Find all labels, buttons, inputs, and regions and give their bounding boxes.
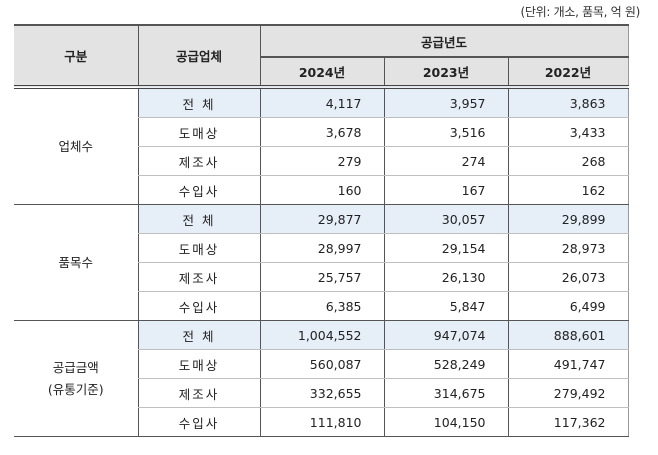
header-year-2023: 2023년 xyxy=(383,56,508,89)
value-cell: 26,073 xyxy=(507,262,629,292)
table-row: 수입사 111,810 104,150 117,362 xyxy=(14,407,629,437)
group-label-items: 품목수 xyxy=(14,204,138,321)
supplier-cell: 도매상 xyxy=(137,117,260,147)
header-category: 구분 xyxy=(14,24,138,89)
table-row: 도매상 3,678 3,516 3,433 xyxy=(14,117,629,147)
supplier-cell: 전 체 xyxy=(137,87,260,118)
value-cell: 314,675 xyxy=(383,378,508,408)
supplier-cell: 제조사 xyxy=(137,262,260,292)
value-cell: 30,057 xyxy=(383,204,508,234)
group-label-companies: 업체수 xyxy=(14,87,138,205)
value-cell: 279 xyxy=(259,146,384,176)
supply-statistics-table: 구분 공급업체 공급년도 2024년 2023년 2022년 업체수 전 체 4… xyxy=(14,24,629,437)
value-cell: 3,516 xyxy=(383,117,508,147)
value-cell: 332,655 xyxy=(259,378,384,408)
supplier-cell: 전 체 xyxy=(137,320,260,350)
value-cell: 528,249 xyxy=(383,349,508,379)
group-label-supply-amount: 공급금액 (유통기준) xyxy=(14,320,138,437)
value-cell: 111,810 xyxy=(259,407,384,437)
table-row: 제조사 279 274 268 xyxy=(14,146,629,176)
header-year-2022: 2022년 xyxy=(507,56,629,89)
group-label-line2: (유통기준) xyxy=(47,381,104,397)
supplier-cell: 수입사 xyxy=(137,407,260,437)
table-row: 수입사 6,385 5,847 6,499 xyxy=(14,291,629,321)
value-cell: 3,863 xyxy=(507,87,629,118)
supplier-cell: 전 체 xyxy=(137,204,260,234)
value-cell: 268 xyxy=(507,146,629,176)
value-cell: 162 xyxy=(507,175,629,205)
table-row: 도매상 28,997 29,154 28,973 xyxy=(14,233,629,263)
value-cell: 167 xyxy=(383,175,508,205)
table-row: 업체수 전 체 4,117 3,957 3,863 xyxy=(14,87,629,205)
value-cell: 29,877 xyxy=(259,204,384,234)
value-cell: 28,973 xyxy=(507,233,629,263)
value-cell: 6,385 xyxy=(259,291,384,321)
value-cell: 3,957 xyxy=(383,87,508,118)
value-cell: 29,899 xyxy=(507,204,629,234)
value-cell: 6,499 xyxy=(507,291,629,321)
supplier-cell: 도매상 xyxy=(137,349,260,379)
supplier-cell: 제조사 xyxy=(137,146,260,176)
value-cell: 3,433 xyxy=(507,117,629,147)
supplier-cell: 제조사 xyxy=(137,378,260,408)
value-cell: 947,074 xyxy=(383,320,508,350)
value-cell: 491,747 xyxy=(507,349,629,379)
value-cell: 1,004,552 xyxy=(259,320,384,350)
table-row: 제조사 25,757 26,130 26,073 xyxy=(14,262,629,292)
table-row: 제조사 332,655 314,675 279,492 xyxy=(14,378,629,408)
value-cell: 888,601 xyxy=(507,320,629,350)
value-cell: 279,492 xyxy=(507,378,629,408)
table-row: 품목수 전 체 29,877 30,057 29,899 xyxy=(14,204,629,321)
header-supplier: 공급업체 xyxy=(137,24,260,89)
value-cell: 25,757 xyxy=(259,262,384,292)
supplier-cell: 수입사 xyxy=(137,175,260,205)
unit-note: (단위: 개소, 품목, 억 원) xyxy=(520,5,640,19)
supplier-cell: 도매상 xyxy=(137,233,260,263)
supplier-cell: 수입사 xyxy=(137,291,260,321)
value-cell: 3,678 xyxy=(259,117,384,147)
value-cell: 4,117 xyxy=(259,87,384,118)
table-row: 수입사 160 167 162 xyxy=(14,175,629,205)
group-label-line1: 품목수 xyxy=(58,254,93,270)
header-supply-year: 공급년도 xyxy=(259,24,629,57)
header-year-2024: 2024년 xyxy=(259,56,384,89)
value-cell: 117,362 xyxy=(507,407,629,437)
value-cell: 26,130 xyxy=(383,262,508,292)
value-cell: 28,997 xyxy=(259,233,384,263)
table-row: 공급금액 (유통기준) 전 체 1,004,552 947,074 888,60… xyxy=(14,320,629,437)
value-cell: 160 xyxy=(259,175,384,205)
group-label-line1: 공급금액 xyxy=(52,359,99,375)
table-row: 도매상 560,087 528,249 491,747 xyxy=(14,349,629,379)
value-cell: 104,150 xyxy=(383,407,508,437)
value-cell: 5,847 xyxy=(383,291,508,321)
value-cell: 560,087 xyxy=(259,349,384,379)
value-cell: 274 xyxy=(383,146,508,176)
group-label-line1: 업체수 xyxy=(58,138,93,154)
value-cell: 29,154 xyxy=(383,233,508,263)
